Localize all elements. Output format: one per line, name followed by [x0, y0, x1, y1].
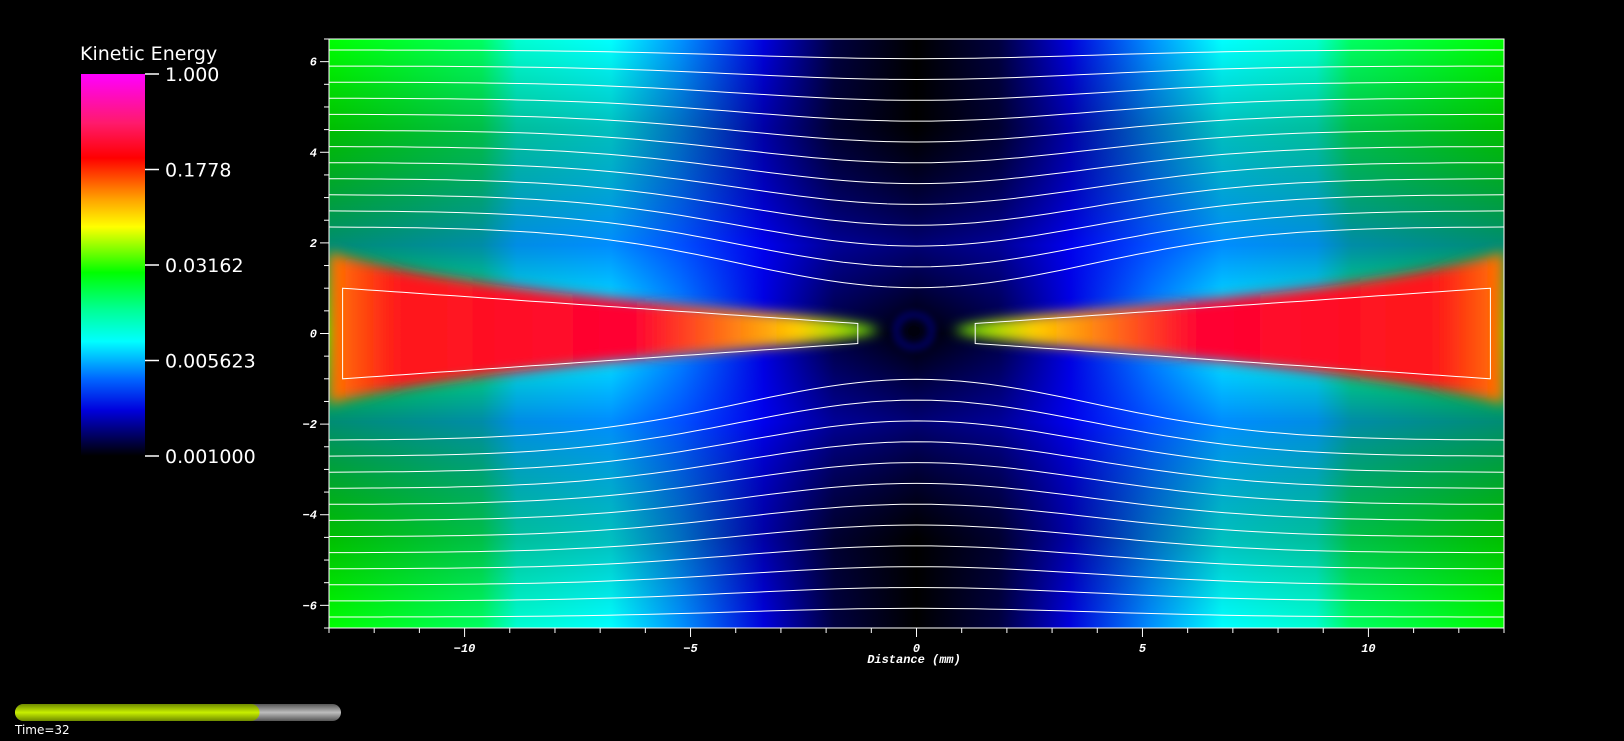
streamline [329, 97, 1504, 122]
y-tick-label: −6 [303, 599, 317, 613]
colorbar-ticks: 1.000 0.1778 0.03162 0.005623 0.001000 [145, 64, 256, 468]
streamline [329, 210, 1504, 268]
streamline [329, 130, 1504, 164]
streamline [329, 226, 1504, 289]
streamline [329, 545, 1504, 570]
colorbar [81, 74, 145, 456]
jet-contour [974, 287, 1491, 380]
jet-right [953, 252, 1504, 404]
y-tick-label: −2 [303, 418, 317, 432]
x-tick-label: 10 [1361, 642, 1375, 656]
streamline [329, 420, 1504, 473]
y-tick-label: 6 [310, 56, 317, 70]
streamline [329, 524, 1504, 554]
colorbar-tick-label-0: 1.000 [165, 64, 219, 86]
time-label: Time=32 [14, 723, 70, 737]
x-axis-label: Distance (mm) [867, 653, 961, 667]
streamline [329, 65, 1504, 81]
y-tick-label: 0 [310, 328, 317, 342]
x-tick-label: −10 [454, 642, 476, 656]
time-slider[interactable]: Time=32 [14, 704, 341, 737]
streamline [329, 482, 1504, 521]
streamline [329, 441, 1504, 489]
colorbar-tick-label-1: 0.1778 [165, 160, 231, 182]
streamline [329, 194, 1504, 247]
x-tick-label: 5 [1139, 642, 1147, 656]
streamline [329, 162, 1504, 205]
streamline [329, 566, 1504, 586]
streamline [329, 178, 1504, 226]
jet-left [329, 252, 880, 404]
legend-title: Kinetic Energy [80, 43, 217, 65]
x-tick-label: −5 [683, 642, 698, 656]
y-tick-label: 4 [310, 146, 317, 160]
center-minimum [890, 309, 938, 353]
streamline [329, 586, 1504, 602]
x-tick-label: 0 [913, 642, 920, 656]
streamline [329, 146, 1504, 185]
jet-contour [342, 287, 859, 380]
colorbar-tick-label-2: 0.03162 [165, 255, 244, 277]
streamline [329, 378, 1504, 441]
axis-ticks: −10 −5 0 5 10 −6 −4 −2 0 2 4 6 [303, 38, 1505, 656]
streamline [329, 607, 1504, 618]
colorbar-tick-label-3: 0.005623 [165, 351, 256, 373]
streamline [329, 399, 1504, 457]
streamline [329, 113, 1504, 143]
streamline [329, 503, 1504, 537]
colorbar-legend: Kinetic Energy 1.000 0.1778 0.03162 0.00562… [80, 43, 256, 468]
streamline [329, 81, 1504, 101]
streamline [329, 49, 1504, 60]
colorbar-tick-label-4: 0.001000 [165, 446, 256, 468]
y-tick-label: −4 [303, 509, 317, 523]
y-tick-label: 2 [310, 237, 317, 251]
time-slider-progress [15, 704, 260, 721]
heatmap-field [329, 39, 1504, 628]
streamlines [329, 49, 1504, 618]
plot-area: −10 −5 0 5 10 −6 −4 −2 0 2 4 6 Distance (mm) [303, 38, 1505, 667]
streamline [329, 462, 1504, 505]
